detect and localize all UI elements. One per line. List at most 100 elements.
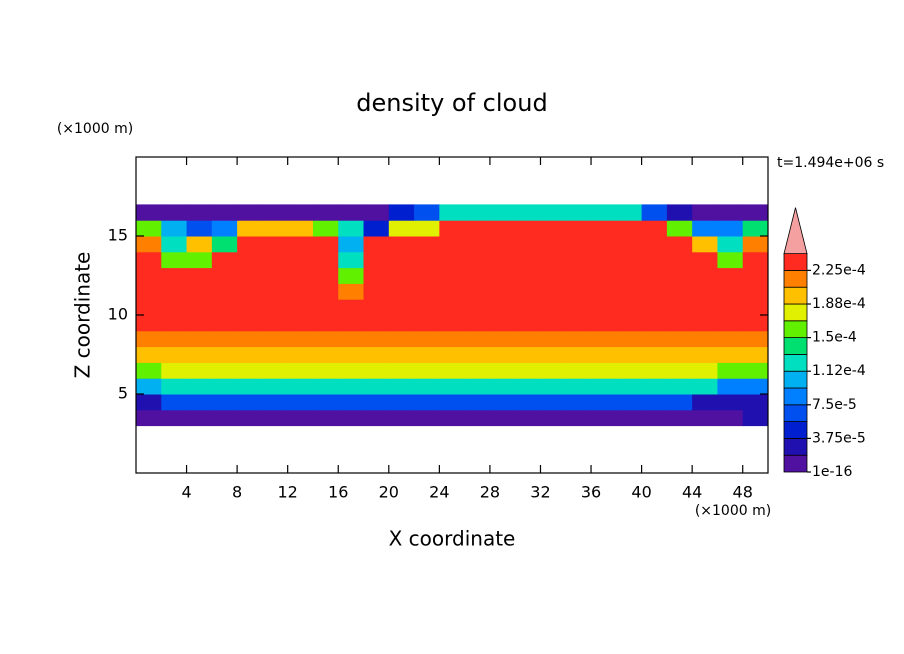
cell xyxy=(616,362,643,379)
cell xyxy=(489,378,516,395)
cell xyxy=(616,378,643,395)
cell xyxy=(338,236,365,253)
cell xyxy=(363,394,390,411)
cell xyxy=(742,362,769,379)
cell xyxy=(464,362,491,379)
cell xyxy=(439,204,466,221)
cell xyxy=(666,394,693,411)
cell xyxy=(439,251,466,269)
cell xyxy=(363,251,390,269)
cell xyxy=(540,346,567,363)
cell xyxy=(616,299,643,316)
colorbar-band xyxy=(783,253,808,271)
cell xyxy=(591,362,617,379)
x-tick-label: 28 xyxy=(480,483,500,502)
cell xyxy=(742,394,769,411)
cell xyxy=(363,236,390,253)
cell xyxy=(515,267,541,284)
cell xyxy=(161,394,188,411)
cell xyxy=(616,236,643,253)
colorbar-band xyxy=(783,370,808,389)
colorbar-extension xyxy=(783,207,808,254)
cell xyxy=(641,251,668,269)
cell xyxy=(591,236,617,253)
x-tick-label: 20 xyxy=(379,483,399,502)
cell xyxy=(692,330,718,348)
cell xyxy=(489,409,516,427)
cell xyxy=(211,267,238,284)
cell xyxy=(742,346,769,363)
cell xyxy=(464,299,491,316)
cell xyxy=(262,409,289,427)
cell xyxy=(591,204,617,221)
cell xyxy=(363,315,390,332)
cell xyxy=(338,362,365,379)
y-tick-label: 5 xyxy=(118,384,128,403)
cell xyxy=(136,330,162,348)
cell xyxy=(338,204,365,221)
y-tick-label: 10 xyxy=(108,305,128,324)
cell xyxy=(742,204,769,221)
cell xyxy=(262,251,289,269)
cell xyxy=(312,251,339,269)
cell xyxy=(237,409,263,427)
cell xyxy=(136,409,162,427)
chart-title: density of cloud xyxy=(356,89,547,117)
cell xyxy=(489,394,516,411)
cell xyxy=(616,204,643,221)
cell xyxy=(338,267,365,284)
cell xyxy=(363,378,390,395)
cell xyxy=(540,204,567,221)
cell xyxy=(692,283,718,300)
cell xyxy=(666,346,693,363)
cell xyxy=(414,299,440,316)
cell xyxy=(186,251,213,269)
cell xyxy=(414,267,440,284)
cell xyxy=(287,378,314,395)
cell xyxy=(287,330,314,348)
cell xyxy=(186,315,213,332)
cell xyxy=(312,220,339,237)
cell xyxy=(742,236,769,253)
cell xyxy=(136,394,162,411)
cell xyxy=(742,267,769,284)
cell xyxy=(565,299,592,316)
cell xyxy=(515,236,541,253)
cell xyxy=(565,378,592,395)
cell xyxy=(717,362,744,379)
cell xyxy=(161,220,188,237)
cell xyxy=(692,409,718,427)
cell xyxy=(338,315,365,332)
cell xyxy=(540,236,567,253)
cell xyxy=(237,315,263,332)
cell xyxy=(262,236,289,253)
cell xyxy=(742,315,769,332)
cell xyxy=(439,378,466,395)
cell xyxy=(515,299,541,316)
cell xyxy=(717,283,744,300)
cell xyxy=(161,267,188,284)
cell xyxy=(666,315,693,332)
cell xyxy=(515,330,541,348)
cell xyxy=(186,409,213,427)
cell xyxy=(161,299,188,316)
cell xyxy=(742,220,769,237)
cell xyxy=(211,283,238,300)
cell xyxy=(439,220,466,237)
cell xyxy=(439,283,466,300)
cell xyxy=(591,378,617,395)
cell xyxy=(717,236,744,253)
cell xyxy=(363,267,390,284)
cell xyxy=(414,378,440,395)
cell xyxy=(489,283,516,300)
cell xyxy=(489,267,516,284)
cell xyxy=(262,299,289,316)
cell xyxy=(211,330,238,348)
cell xyxy=(666,251,693,269)
cell xyxy=(186,204,213,221)
y-unit: (×1000 m) xyxy=(57,121,133,137)
cell xyxy=(591,251,617,269)
cell xyxy=(489,346,516,363)
cell xyxy=(717,220,744,237)
